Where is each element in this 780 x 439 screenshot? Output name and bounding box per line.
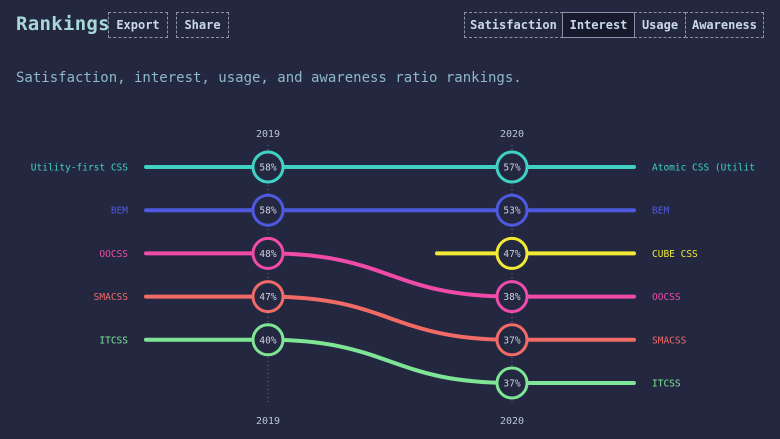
point-smacss-2019	[251, 280, 285, 314]
year-label-top-2019: 2019	[256, 129, 280, 140]
point-value-utility-first-css-2019: 58%	[259, 163, 276, 174]
year-label-top-2020: 2020	[500, 129, 524, 140]
end-label-utility-first-css: Atomic CSS (Utilit	[652, 163, 755, 174]
point-itcss-2020	[495, 366, 529, 400]
point-bem-2019	[251, 193, 285, 227]
metric-tabs: Satisfaction Interest Usage Awareness	[464, 12, 764, 38]
end-label-bem: BEM	[652, 206, 669, 217]
point-bem-2020	[495, 193, 529, 227]
point-utility-first-css-2020	[495, 150, 529, 184]
year-label-bottom-2019: 2019	[256, 416, 280, 427]
point-value-oocss-2020: 38%	[503, 292, 520, 303]
share-button[interactable]: Share	[176, 12, 229, 38]
point-utility-first-css-2019	[251, 150, 285, 184]
point-value-bem-2019: 58%	[259, 206, 276, 217]
point-value-itcss-2020: 37%	[503, 379, 520, 390]
point-value-cube-css-2020: 47%	[503, 249, 520, 260]
page-subtitle: Satisfaction, interest, usage, and aware…	[16, 70, 522, 86]
page-title: Rankings	[16, 13, 110, 35]
year-label-bottom-2020: 2020	[500, 416, 524, 427]
series-line-itcss	[144, 337, 636, 385]
start-label-oocss: OOCSS	[99, 249, 128, 260]
point-value-utility-first-css-2020: 57%	[503, 163, 520, 174]
point-value-itcss-2019: 40%	[259, 335, 276, 346]
end-label-itcss: ITCSS	[652, 379, 681, 390]
tab-awareness[interactable]: Awareness	[685, 12, 764, 38]
point-value-smacss-2019: 47%	[259, 292, 276, 303]
point-value-bem-2020: 53%	[503, 206, 520, 217]
point-value-oocss-2019: 48%	[259, 249, 276, 260]
start-label-itcss: ITCSS	[99, 335, 128, 346]
start-label-smacss: SMACSS	[94, 292, 129, 303]
point-oocss-2019	[251, 236, 285, 270]
export-button[interactable]: Export	[108, 12, 168, 38]
start-label-utility-first-css: Utility-first CSS	[31, 163, 129, 174]
series-line-oocss	[144, 251, 636, 299]
tab-interest[interactable]: Interest	[562, 12, 635, 38]
point-itcss-2019	[251, 323, 285, 357]
point-cube-css-2020	[495, 236, 529, 270]
point-value-smacss-2020: 37%	[503, 335, 520, 346]
end-label-cube-css: CUBE CSS	[652, 249, 698, 260]
start-label-bem: BEM	[111, 206, 128, 217]
point-smacss-2020	[495, 323, 529, 357]
series-line-smacss	[144, 294, 636, 342]
end-label-smacss: SMACSS	[652, 335, 687, 346]
end-label-oocss: OOCSS	[652, 292, 681, 303]
point-oocss-2020	[495, 280, 529, 314]
